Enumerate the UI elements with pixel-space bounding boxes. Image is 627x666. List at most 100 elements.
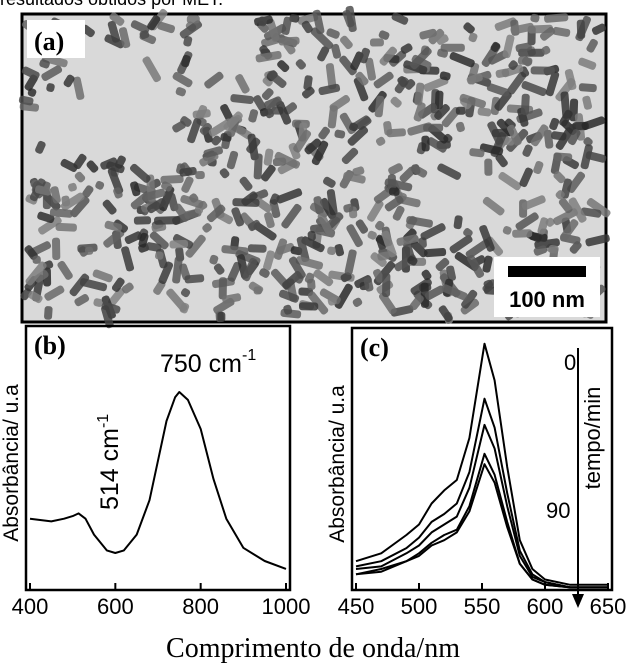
nanorod [259,268,270,278]
nanorod [187,118,202,144]
nanorod [560,219,579,242]
scale-bar [508,266,586,277]
nanorod [515,42,532,53]
panel-label: (a) [34,27,64,56]
nanorod [533,160,544,175]
nanorod [288,256,306,279]
nanorod [21,66,40,80]
nanorod [169,239,189,249]
nanorod [435,257,450,272]
nanorod [343,171,366,184]
nanorod [301,20,313,34]
nanorod [515,212,539,231]
nanorod [44,285,65,301]
nanorod [379,46,398,66]
nanorod [86,160,99,173]
nanorod [343,203,354,213]
nanorod [388,163,403,175]
nanorod [209,254,219,265]
nanorod [355,219,369,234]
spectrum-line [355,463,608,589]
nanorod [260,164,276,182]
nanorod [495,153,508,168]
nanorod [307,278,316,290]
nanorod [326,28,340,39]
nanorod [247,244,267,253]
nanorod [510,22,534,35]
nanorod [583,137,593,147]
nanorod [34,270,49,283]
nanorod [266,18,280,42]
nanorod [248,109,259,123]
nanorod [382,273,391,297]
nanorod [263,250,275,271]
plot-frame [24,324,292,592]
nanorod [295,59,306,70]
nanorod [353,77,369,102]
nanorod [63,74,75,88]
nanorod [439,71,451,81]
nanorod [530,66,555,75]
nanorod [345,5,357,33]
nanorod [181,54,191,68]
nanorod [111,277,125,292]
nanorod [392,205,405,221]
nanorod [281,16,292,35]
x-tick-label: 500 [401,594,438,619]
nanorod [388,187,400,196]
nanorod [541,45,551,55]
nanorod [502,226,512,235]
nanorod [519,167,533,188]
nanorod [227,261,242,282]
nanorod [179,20,203,39]
nanorod [219,168,230,179]
nanorod [139,30,150,40]
nanorod [352,297,363,307]
scale-label: 100 nm [509,287,585,312]
nanorod [211,135,222,146]
nanorod [449,234,473,254]
nanorod [441,106,461,128]
nanorod [283,304,293,315]
nanorod [424,248,447,258]
nanorod [340,35,353,50]
nanorod [147,198,166,214]
nanorod [367,200,384,222]
nanorod [555,127,574,150]
nanorod [184,274,205,284]
nanorod [512,229,533,238]
nanorod [327,297,337,306]
x-axis-label: Comprimento de onda/nm [166,633,460,664]
nanorod [375,136,386,146]
annotation: 750 cm-1 [160,347,256,378]
spectrum-line [29,391,287,570]
nanorod [37,211,55,224]
nanorod [317,212,333,235]
nanorod [434,90,444,110]
nanorod [263,148,274,166]
nanorod [104,220,123,232]
nanorod [311,140,329,166]
nanorod [548,244,559,254]
nanorod [564,69,577,91]
nanorod [253,95,267,112]
nanorod [278,289,300,303]
nanorod [558,197,573,214]
nanorod [218,277,227,300]
nanorod [375,220,385,231]
nanorod [390,96,402,108]
nanorod [387,174,396,191]
nanorod [130,181,141,197]
nanorod [552,26,571,37]
nanorod [390,305,414,317]
nanorod [539,26,556,41]
nanorod [92,269,113,283]
nanorod [459,93,487,109]
nanorod [230,94,254,104]
nanorod [355,71,369,86]
nanorod [446,265,456,281]
nanorod [278,36,300,46]
nanorod [545,71,560,97]
